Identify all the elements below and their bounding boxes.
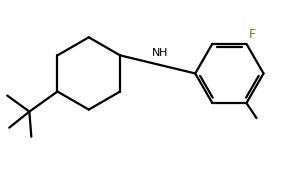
Text: N: N [152, 48, 160, 58]
Text: H: H [159, 48, 167, 58]
Text: F: F [248, 28, 256, 41]
